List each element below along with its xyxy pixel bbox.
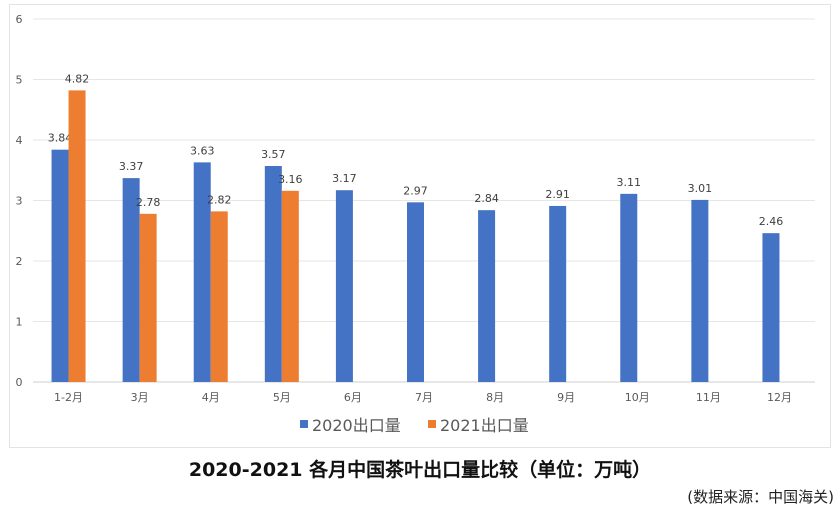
- data-label: 3.63: [190, 144, 215, 157]
- x-tick-label: 12月: [767, 391, 792, 404]
- bar-chart: 0 1 2 3 4 5 6 1-2月 3.84 4.82 3月 3.37 2.78 4月 3.63 2.82 5…: [16, 13, 815, 435]
- data-label: 3.01: [688, 182, 713, 195]
- data-label: 3.16: [278, 173, 303, 186]
- data-label: 3.57: [261, 148, 286, 161]
- data-label: 2.82: [207, 193, 232, 206]
- y-tick-label: 3: [16, 195, 23, 208]
- chart-frame: [9, 4, 831, 448]
- x-tick-label: 6月: [344, 391, 362, 404]
- data-label: 2.78: [136, 196, 161, 209]
- x-tick-label: 11月: [696, 391, 721, 404]
- x-tick-label: 8月: [486, 391, 504, 404]
- chart-source: (数据来源：中国海关): [687, 488, 834, 506]
- data-label: 4.82: [65, 72, 90, 85]
- legend-swatch: [428, 420, 436, 428]
- y-tick-label: 1: [16, 316, 23, 329]
- legend-label: 2020出口量: [312, 416, 401, 435]
- x-tick-label: 1-2月: [54, 391, 83, 404]
- data-label: 3.84: [48, 132, 73, 145]
- data-label: 2.84: [474, 192, 499, 205]
- y-tick-label: 4: [16, 134, 23, 147]
- chart-title: 2020-2021 各月中国茶叶出口量比较（单位：万吨）: [188, 459, 652, 481]
- data-label: 2.46: [759, 215, 784, 228]
- x-tick-label: 10月: [625, 391, 650, 404]
- bar-2020出口量: [122, 178, 140, 382]
- x-tick-label: 5月: [273, 391, 291, 404]
- y-tick-label: 0: [16, 376, 23, 389]
- y-tick-label: 2: [16, 255, 23, 268]
- bar-2020出口量: [691, 199, 709, 382]
- data-label: 2.97: [403, 184, 428, 197]
- bar-2021出口量: [68, 90, 86, 382]
- x-tick-label: 7月: [415, 391, 433, 404]
- bar-2021出口量: [281, 190, 299, 382]
- legend-label: 2021出口量: [440, 416, 529, 435]
- bar-2021出口量: [139, 213, 157, 382]
- bar-2020出口量: [549, 205, 567, 382]
- data-label: 3.11: [617, 176, 642, 189]
- bar-2020出口量: [762, 233, 780, 382]
- bar-2020出口量: [620, 193, 638, 382]
- bar-2020出口量: [478, 210, 496, 382]
- bar-2020出口量: [407, 202, 424, 382]
- y-tick-label: 6: [16, 13, 23, 26]
- bar-2020出口量: [335, 190, 353, 382]
- y-tick-label: 5: [16, 74, 23, 87]
- bar-2020出口量: [193, 162, 211, 382]
- x-tick-label: 9月: [557, 391, 575, 404]
- bar-2020出口量: [51, 149, 69, 382]
- x-tick-label: 3月: [131, 391, 149, 404]
- data-label: 3.37: [119, 160, 144, 173]
- bar-2020出口量: [264, 166, 282, 382]
- bar-2021出口量: [210, 211, 228, 382]
- legend-swatch: [300, 420, 308, 428]
- x-tick-label: 4月: [202, 391, 220, 404]
- data-label: 2.91: [545, 188, 570, 201]
- data-label: 3.17: [332, 172, 357, 185]
